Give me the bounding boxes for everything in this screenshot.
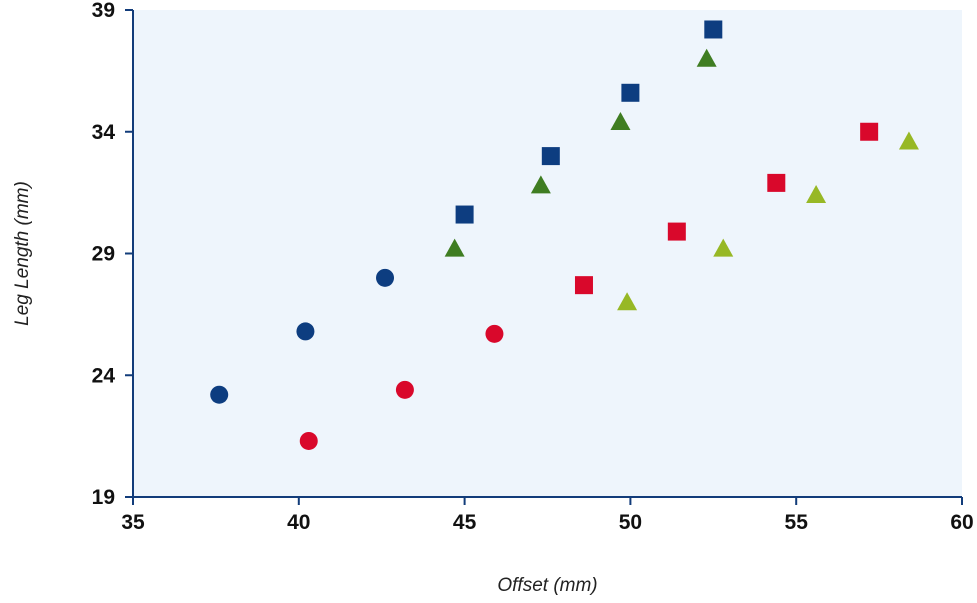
x-tick-label: 40: [287, 511, 310, 534]
data-marks: [210, 20, 919, 450]
data-point-triangle: [444, 238, 465, 257]
data-point-square: [667, 222, 686, 241]
data-point-triangle: [713, 238, 734, 257]
x-tick-label: 45: [453, 511, 477, 534]
x-tick-label: 35: [121, 511, 145, 534]
x-tick-label: 50: [619, 511, 642, 534]
y-tick-label: 34: [92, 121, 116, 144]
y-axis-title: Leg Length (mm): [12, 181, 33, 326]
data-point-triangle: [898, 131, 919, 150]
data-point-triangle: [696, 48, 717, 67]
data-point-circle: [210, 385, 229, 404]
data-point-circle: [376, 268, 395, 287]
data-point-circle: [296, 322, 315, 341]
y-tick-label: 24: [92, 364, 116, 387]
data-point-triangle: [610, 112, 631, 131]
x-axis-title: Offset (mm): [497, 575, 597, 596]
y-tick-label: 29: [92, 243, 115, 266]
x-tick-label: 55: [785, 511, 809, 534]
data-point-triangle: [806, 185, 827, 204]
data-point-triangle: [530, 175, 551, 194]
y-tick-label: 39: [92, 0, 115, 22]
data-point-square: [574, 276, 593, 295]
data-point-square: [767, 173, 786, 192]
plot-background: [133, 10, 962, 497]
data-point-circle: [485, 324, 504, 343]
data-point-square: [455, 205, 474, 224]
y-tick-label: 19: [92, 486, 115, 509]
data-point-square: [860, 122, 879, 141]
x-tick-label: 60: [950, 511, 973, 534]
data-point-square: [541, 147, 560, 166]
data-point-square: [621, 83, 640, 102]
data-point-triangle: [617, 292, 638, 311]
y-axis-ticks: 19 24 29 34 39: [92, 0, 133, 509]
data-point-square: [704, 20, 723, 39]
x-axis-ticks: 35 40 45 50 55 60: [121, 497, 974, 534]
data-point-circle: [395, 380, 414, 399]
data-point-circle: [299, 431, 318, 450]
